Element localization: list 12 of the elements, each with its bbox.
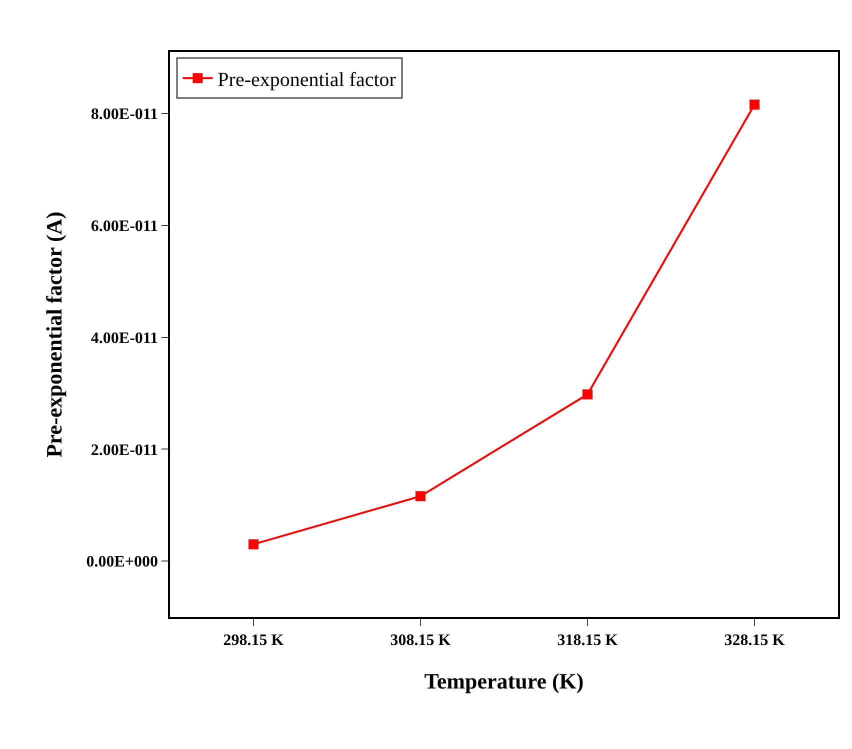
y-tick-label: 6.00E-011 <box>90 218 158 236</box>
y-tick-label: 2.00E-011 <box>90 442 158 459</box>
y-tick-label: 4.00E-011 <box>90 330 158 347</box>
y-tick-label: 8.00E-011 <box>90 106 158 124</box>
x-tick-label: 308.15 K <box>390 632 452 649</box>
x-axis-title: Temperature (K) <box>424 668 584 694</box>
x-tick-label: 318.15 K <box>557 632 618 649</box>
x-tick-label: 298.15 K <box>223 632 284 649</box>
y-tick-label: 0.00E+000 <box>86 554 158 571</box>
legend-label: Pre-exponential factor <box>218 68 396 91</box>
x-tick-label: 328.15 K <box>724 632 786 649</box>
y-axis-title: Pre-exponential factor (A) <box>42 211 67 458</box>
